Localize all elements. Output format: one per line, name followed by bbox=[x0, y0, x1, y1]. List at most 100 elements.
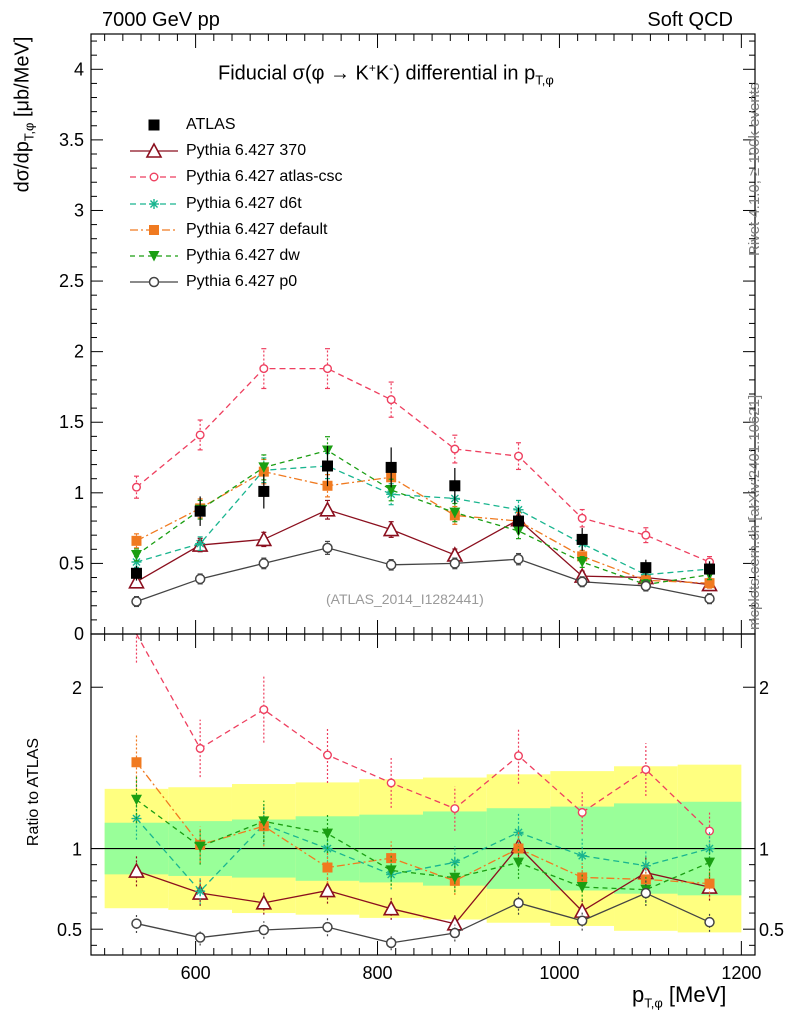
ratio-series-1-point bbox=[322, 750, 332, 760]
series-3-line bbox=[136, 470, 710, 584]
x-tick-label: 1200 bbox=[721, 963, 761, 983]
series-4-line bbox=[136, 449, 710, 586]
ratio-series-4-point bbox=[513, 857, 525, 869]
series-3-point bbox=[704, 578, 715, 589]
y-tick-label: 1 bbox=[74, 483, 84, 503]
ratio-series-3-point bbox=[322, 862, 333, 873]
atlas-data-point bbox=[194, 505, 206, 517]
ratio-series-3-line bbox=[135, 761, 710, 885]
ratio-series-5-point bbox=[640, 887, 652, 899]
y-tick-label: 2 bbox=[74, 342, 84, 362]
ratio-series-4-point bbox=[385, 865, 397, 876]
ratio-series-5-line bbox=[136, 892, 710, 944]
mcplots-reference-label: mcplots.cern.ch [arXiv:2401.10621] bbox=[746, 394, 763, 630]
legend-swatch-marker bbox=[149, 198, 159, 209]
ratio-series-4-point bbox=[130, 794, 142, 806]
ratio-tick-label: 1 bbox=[72, 840, 82, 860]
ratio-series-0-point bbox=[255, 894, 273, 910]
series-1-point bbox=[195, 430, 205, 440]
series-4-point bbox=[258, 462, 270, 473]
series-3-point bbox=[131, 535, 142, 546]
ratio-plot-marks bbox=[91, 633, 755, 951]
series-4-point bbox=[130, 549, 142, 561]
ratio-axis-label: Ratio to ATLAS bbox=[25, 737, 42, 847]
legend-swatch bbox=[130, 276, 178, 288]
atlas-data-point bbox=[130, 567, 142, 579]
series-1-point bbox=[259, 364, 269, 374]
ratio-series-0-point bbox=[382, 899, 400, 916]
ratio-series-0-point bbox=[319, 881, 336, 898]
atlas-data-point bbox=[321, 460, 333, 472]
chart-title: Fiducial σ(φ → K+K-) differential in pT,… bbox=[218, 61, 554, 88]
series-4-point bbox=[576, 557, 588, 568]
series-0-point bbox=[319, 501, 336, 517]
ratio-series-1-point bbox=[514, 751, 524, 761]
y-tick-label: 3 bbox=[74, 200, 84, 220]
series-1-errorbar bbox=[324, 348, 330, 390]
series-2-errorbar bbox=[197, 536, 203, 552]
ratio-series-5 bbox=[131, 880, 715, 951]
series-4 bbox=[130, 436, 716, 591]
series-1-point bbox=[322, 364, 332, 374]
legend-label: Pythia 6.427 atlas-csc bbox=[186, 168, 343, 186]
legend-label: Pythia 6.427 d6t bbox=[186, 194, 302, 212]
ratio-series-2-line bbox=[135, 818, 710, 893]
y-axis-label: dσ/dpT,φ [μb/MeV] bbox=[11, 36, 37, 193]
ratio-series-3-point bbox=[513, 843, 524, 854]
ratio-series-4-point bbox=[321, 828, 333, 840]
ratio-frame bbox=[90, 633, 756, 956]
ratio-series-5-point bbox=[258, 924, 270, 936]
ratio-series-3-point bbox=[704, 878, 715, 889]
ratio-series-0-line bbox=[136, 845, 710, 925]
ratio-series-3-point bbox=[577, 872, 588, 883]
series-1-errorbar bbox=[197, 419, 203, 451]
series-1-point bbox=[577, 513, 587, 523]
ratio-tick-label-right: 0.5 bbox=[759, 920, 784, 940]
y-tick-label: 2.5 bbox=[59, 271, 84, 291]
series-0-point bbox=[128, 573, 145, 589]
ratio-series-1-point bbox=[386, 778, 396, 788]
series-1-point bbox=[131, 482, 141, 492]
legend-label: ATLAS bbox=[186, 116, 236, 133]
atlas-data-point bbox=[576, 533, 588, 545]
series-2-point bbox=[195, 538, 206, 549]
x-axis-label: pT,φ [MeV] bbox=[632, 982, 727, 1011]
ratio-series-2-point bbox=[449, 857, 460, 868]
header-process-label: Soft QCD bbox=[647, 9, 733, 31]
series-1-point bbox=[641, 530, 651, 540]
series-3-errorbar bbox=[133, 533, 139, 549]
atlas-data-point bbox=[513, 515, 525, 527]
series-2-line bbox=[136, 465, 710, 576]
ratio-tick-label-right: 2 bbox=[759, 678, 769, 698]
ratio-series-2-point bbox=[195, 886, 206, 897]
series-5-point bbox=[704, 593, 715, 604]
series-5-point bbox=[131, 596, 142, 607]
ratio-series-5-point bbox=[385, 937, 397, 949]
main-plot-marks bbox=[128, 348, 718, 608]
ratio-tick-label: 2 bbox=[72, 678, 82, 698]
legend-swatch-marker bbox=[149, 224, 159, 235]
ratio-series-1-point bbox=[195, 743, 205, 753]
series-5-point bbox=[640, 580, 652, 592]
ratio-series-2-point bbox=[577, 850, 588, 861]
legend-swatch-marker bbox=[148, 251, 160, 262]
atlas-data-point bbox=[704, 563, 716, 575]
axes: 0 0.5 1 1.5 2 2.5 3 3.5 4 600 800 1000 1200 0.5 0.5 1 1 2… bbox=[57, 33, 784, 983]
series-4-point bbox=[449, 507, 461, 519]
series-0-point bbox=[382, 520, 400, 537]
series-5-point bbox=[449, 558, 461, 569]
y-tick-label: 1.5 bbox=[59, 412, 84, 432]
ratio-series-5-point bbox=[322, 921, 333, 933]
x-tick-label: 600 bbox=[181, 963, 211, 983]
legend-swatch bbox=[130, 251, 178, 262]
legend-swatch-marker bbox=[148, 119, 160, 131]
legend-label: Pythia 6.427 dw bbox=[186, 247, 300, 264]
series-1-errorbar bbox=[133, 475, 139, 499]
legend-label: Pythia 6.427 default bbox=[186, 220, 328, 238]
ratio-series-5-point bbox=[704, 916, 715, 928]
y-tick-label: 3.5 bbox=[59, 130, 84, 150]
atlas-data-point bbox=[258, 485, 270, 497]
series-5-point bbox=[385, 559, 397, 571]
legend-swatch-marker bbox=[149, 172, 159, 182]
ratio-series-5-point bbox=[131, 918, 142, 929]
